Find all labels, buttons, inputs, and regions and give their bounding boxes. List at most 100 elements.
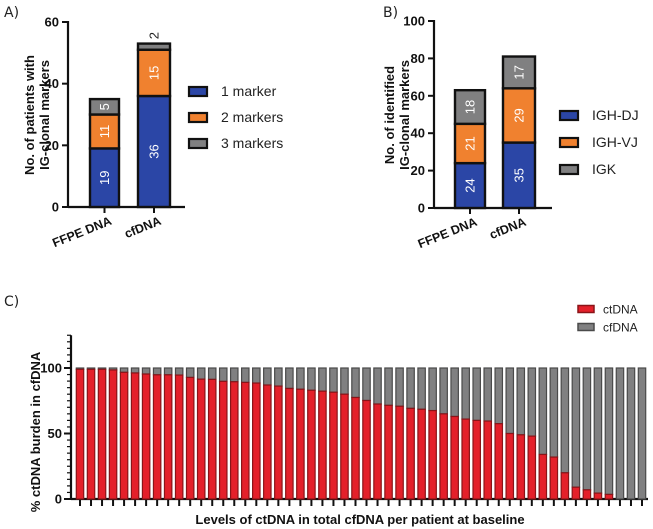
ctdna-bar-segment [351, 396, 360, 500]
bar-segment-label: 36 [147, 144, 162, 158]
cfdna-bar-segment [119, 367, 129, 373]
ctdna-bar-segment [494, 423, 504, 500]
ctdna-bar-segment [296, 388, 305, 500]
cfdna-bar-segment [450, 367, 459, 418]
y-tick-label: 20 [411, 163, 425, 178]
cfdna-bar-segment [549, 367, 559, 458]
ctdna-bar-segment [174, 374, 184, 500]
ctdna-bar-segment [384, 404, 393, 500]
y-tick-label: 50 [48, 426, 62, 441]
ctdna-bar-segment [483, 420, 493, 500]
bar-segment-label: 5 [97, 103, 112, 110]
legend-swatch [187, 111, 209, 124]
panel-a-legend: 1 marker 2 markers 3 markers [187, 83, 283, 151]
cfdna-bar-segment [218, 367, 228, 382]
ctdna-bar-segment [218, 380, 228, 500]
cfdna-bar-segment [406, 367, 415, 409]
ctdna-bar-segment [527, 435, 537, 500]
panel-b-y-label-line-2: IG-clonal markers [397, 60, 412, 170]
ctdna-bar-segment [119, 371, 129, 500]
bar-segment-3-markers [88, 97, 121, 116]
legend-label: 2 markers [221, 109, 283, 125]
cfdna-bar-segment [538, 367, 548, 456]
bar-segment-label: 24 [463, 178, 478, 192]
x-tick-label: cfDNA [487, 215, 528, 242]
bar-segment-label: 29 [512, 108, 527, 122]
y-tick-label: 40 [411, 126, 425, 141]
panel-c: C) % ctDNA burden in cfDNA Levels of ctD… [4, 294, 648, 527]
ctdna-bar-segment [472, 419, 482, 500]
bar-segment-igh-vj [453, 122, 487, 165]
ctdna-bar-segment [373, 403, 382, 500]
panel-a-y-label-line-2: IG-clonal markers [37, 60, 52, 170]
ctdna-bar-segment [152, 374, 162, 500]
bar-segment-label: 17 [512, 65, 527, 79]
y-tick-label: 100 [403, 14, 425, 29]
y-tick-label: 40 [45, 76, 59, 91]
ctdna-bar-segment [75, 368, 85, 500]
y-tick-label: 0 [52, 200, 59, 215]
ctdna-bar-segment [285, 387, 294, 500]
x-tick-label: FFPE DNA [416, 215, 479, 251]
ctdna-bar-segment [428, 409, 437, 500]
legend-swatch [558, 109, 580, 122]
cfdna-bar-segment [527, 367, 537, 437]
cfdna-bar-segment [307, 367, 316, 391]
cfdna-bar-segment [505, 367, 515, 435]
legend-label: 1 marker [221, 83, 277, 99]
cfdna-bar-segment [351, 367, 360, 399]
ctdna-bar-segment [97, 368, 107, 500]
bar-segment-igh-dj [453, 161, 487, 210]
x-tick-label: FFPE DNA [50, 214, 113, 250]
cfdna-bar-segment [417, 367, 426, 410]
bar-segment-label: 2 [147, 32, 162, 39]
cfdna-bar-segment [362, 367, 371, 402]
cfdna-bar-segment [329, 367, 338, 393]
y-tick-label: 80 [411, 51, 425, 66]
ctdna-bar-segment [185, 376, 195, 500]
ctdna-bar-segment [274, 385, 283, 500]
panel-c-legend: ctDNA cfDNA [577, 303, 638, 335]
ctdna-bar-segment [417, 408, 426, 500]
cfdna-bar-segment [274, 367, 283, 387]
legend-swatch [577, 322, 595, 332]
cfdna-bar-segment [626, 367, 636, 500]
cfdna-bar-segment [516, 367, 526, 436]
ctdna-bar-segment [549, 456, 559, 500]
ctdna-bar-segment [141, 373, 151, 500]
bar-segment-label: 35 [512, 168, 527, 182]
ctdna-bar-segment [406, 407, 415, 500]
cfdna-bar-segment [185, 367, 195, 379]
cfdna-bar-segment [130, 367, 140, 374]
legend-swatch [187, 85, 209, 98]
legend-label: IGH-DJ [592, 107, 639, 123]
panel-a-y-axis-label: No. of patients with IG-clonal markers [22, 55, 52, 175]
panel-c-bars [75, 367, 647, 500]
cfdna-bar-segment [593, 367, 603, 494]
ctdna-bar-segment [263, 384, 272, 500]
ctdna-bar-segment [86, 368, 96, 500]
ctdna-bar-segment [461, 418, 470, 500]
ctdna-bar-segment [240, 381, 250, 500]
ctdna-bar-segment [439, 413, 448, 500]
cfdna-bar-segment [461, 367, 470, 420]
bar-segment-igh-dj [501, 141, 537, 210]
cfdna-bar-segment [494, 367, 504, 425]
ctdna-bar-segment [395, 405, 404, 500]
panel-b-y-axis-label: No. of identified IG-clonal markers [382, 60, 412, 170]
ctdna-bar-segment [340, 393, 349, 500]
panel-b-bars: 24 21 18 35 29 17 [453, 55, 537, 210]
panel-b-legend: IGH-DJ IGH-VJ IGK [558, 107, 639, 177]
legend-swatch [558, 163, 580, 176]
cfdna-bar-segment [472, 367, 482, 422]
x-tick-label: cfDNA [122, 214, 163, 241]
panel-c-label: C) [4, 294, 19, 310]
cfdna-bar-segment [395, 367, 404, 407]
bar-segment-label: 11 [97, 125, 112, 139]
cfdna-bar-segment [560, 367, 570, 474]
legend-label: ctDNA [603, 303, 638, 317]
ctdna-bar-segment [604, 493, 614, 500]
ctdna-bar-segment [196, 378, 206, 500]
cfdna-bar-segment [141, 367, 151, 375]
panel-a-y-label-line-1: No. of patients with [22, 55, 37, 175]
